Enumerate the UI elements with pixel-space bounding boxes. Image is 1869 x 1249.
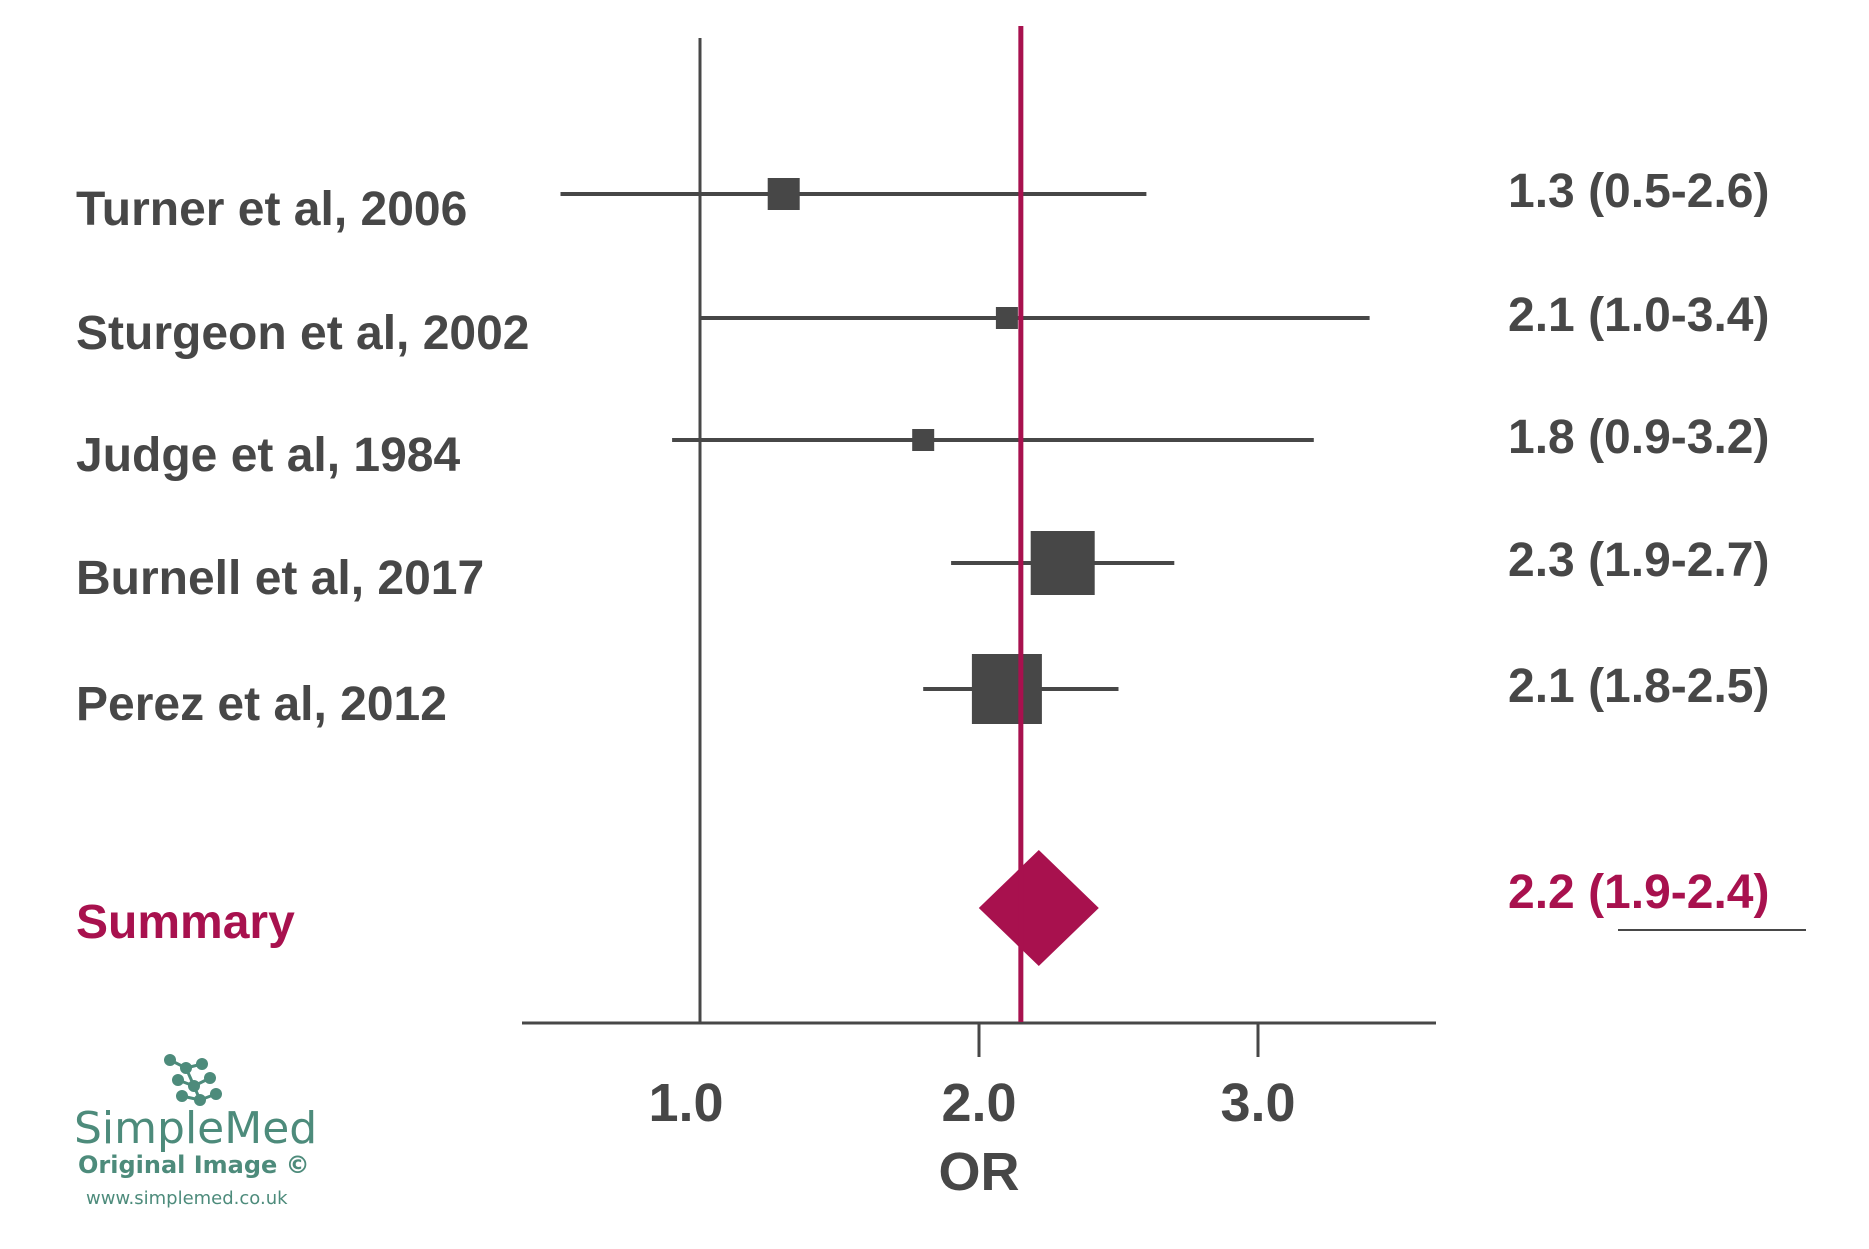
study-label: Judge et al, 1984 <box>76 429 460 482</box>
molecule-dots-icon <box>164 1054 222 1106</box>
logo-url: www.simplemed.co.uk <box>86 1188 288 1209</box>
study-point-square <box>971 654 1042 724</box>
study-label: Turner et al, 2006 <box>76 183 467 236</box>
study-label: Burnell et al, 2017 <box>76 552 484 605</box>
study-label: Sturgeon et al, 2002 <box>76 307 530 360</box>
study-effect-label: 2.1 (1.0-3.4) <box>1508 289 1769 342</box>
study-point-square <box>995 307 1018 329</box>
summary-label: Summary <box>76 896 295 949</box>
summary-diamond <box>978 850 1099 966</box>
study-effect-label: 2.3 (1.9-2.7) <box>1508 534 1769 587</box>
marks-layer <box>560 26 1370 1022</box>
study-point-square <box>767 178 800 210</box>
study-effect-label: 1.3 (0.5-2.6) <box>1508 165 1769 218</box>
x-axis-title: OR <box>939 1142 1020 1202</box>
study-point-square <box>1030 531 1095 595</box>
x-tick-label: 2.0 <box>941 1073 1016 1133</box>
axis-layer <box>522 38 1436 1057</box>
logo-subtitle: Original Image © <box>78 1151 310 1179</box>
summary-effect-label: 2.2 (1.9-2.4) <box>1508 866 1769 919</box>
study-effect-label: 1.8 (0.9-3.2) <box>1508 411 1769 464</box>
x-tick-label: 1.0 <box>648 1073 723 1133</box>
study-effect-label: 2.1 (1.8-2.5) <box>1508 660 1769 713</box>
study-point-square <box>912 429 935 451</box>
logo-name: SimpleMed <box>74 1103 317 1154</box>
x-tick-label: 3.0 <box>1220 1073 1295 1133</box>
study-label: Perez et al, 2012 <box>76 678 447 731</box>
text-layer: 1.0 2.0 3.0 OR Turner et al, 2006 1.3 (0.5-2.… <box>76 165 1806 1202</box>
